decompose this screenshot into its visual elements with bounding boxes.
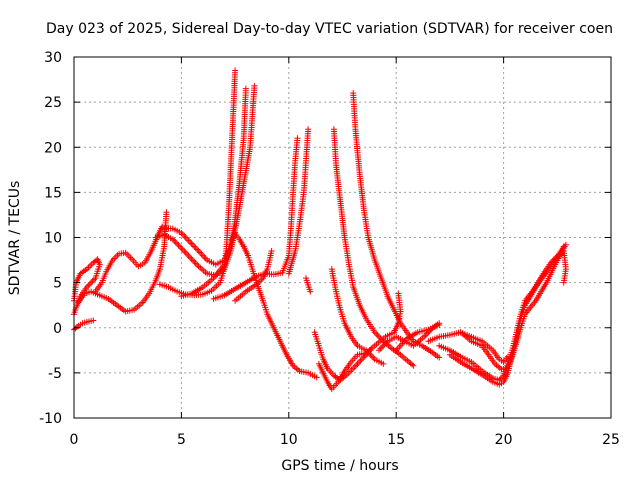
x-tick-label: 0: [70, 432, 79, 448]
data-markers: [393, 322, 443, 354]
series-arc11: [285, 126, 312, 277]
data-markers: [232, 248, 275, 304]
data-markers: [152, 82, 258, 279]
data-markers: [457, 241, 569, 373]
x-tick-label: 20: [495, 432, 513, 448]
y-tick-label: -10: [39, 411, 62, 427]
y-tick-label: 15: [44, 185, 62, 201]
data-markers: [75, 209, 170, 315]
data-markers: [330, 126, 417, 369]
series-arc9: [210, 135, 301, 302]
y-tick-label: 10: [44, 231, 62, 247]
series-arc3: [75, 209, 170, 315]
x-tick-label: 25: [602, 432, 620, 448]
y-tick-label: -5: [48, 366, 62, 382]
series-arc23: [457, 241, 569, 373]
x-axis-label: GPS time / hours: [281, 458, 398, 474]
data-markers: [285, 126, 312, 277]
axis-ticks: 0 5 10 15 20 25 -10 -5 0 5 10 15 20 25 30: [39, 50, 620, 448]
x-tick-label: 10: [280, 432, 298, 448]
y-tick-label: 5: [53, 276, 62, 292]
series-arc12: [303, 275, 314, 295]
x-tick-label: 15: [387, 432, 405, 448]
data-markers: [328, 266, 387, 367]
series-arc2: [71, 317, 97, 333]
data-markers: [303, 275, 314, 295]
data-markers: [71, 317, 97, 333]
series-arc16: [330, 126, 417, 369]
series-arc15: [328, 266, 387, 367]
y-tick-label: 20: [44, 140, 62, 156]
series-arc19: [393, 322, 443, 354]
data-markers: [350, 90, 443, 361]
y-tick-label: 30: [44, 50, 62, 66]
y-tick-label: 0: [53, 321, 62, 337]
chart-title: Day 023 of 2025, Sidereal Day-to-day VTE…: [46, 21, 613, 37]
x-tick-label: 5: [177, 432, 186, 448]
series-arc7: [152, 82, 258, 279]
y-axis-label: SDTVAR / TECUs: [7, 181, 23, 296]
series-arc10: [232, 248, 275, 304]
series-layer: [71, 67, 569, 393]
y-tick-label: 25: [44, 95, 62, 111]
data-markers: [210, 135, 301, 302]
series-arc17: [350, 90, 443, 361]
